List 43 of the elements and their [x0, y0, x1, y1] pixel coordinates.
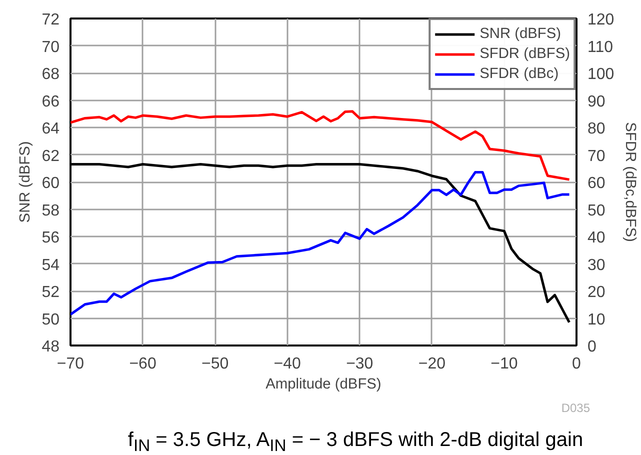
- x-tick-label: −40: [274, 356, 302, 372]
- y2-tick-label: 100: [588, 66, 614, 83]
- y-tick-label: 72: [42, 12, 60, 28]
- y2-tick-label: 30: [588, 256, 606, 274]
- x-tick-label: −20: [418, 356, 446, 372]
- y-tick-label: 54: [42, 256, 60, 274]
- y2-tick-label: 90: [588, 93, 606, 110]
- x-tick-label: −50: [202, 356, 229, 372]
- x-tick-label: 0: [572, 356, 582, 372]
- y2-tick-label: 70: [588, 148, 606, 165]
- x-tick-label: −60: [129, 356, 156, 372]
- y-tick-label: 50: [42, 311, 60, 328]
- y-tick-label: 64: [42, 120, 60, 138]
- y-tick-label: 52: [42, 284, 60, 301]
- y-tick-label: 62: [42, 148, 60, 165]
- y2-tick-label: 80: [588, 120, 606, 138]
- y2-axis-title: SFDR (dBc,dBFS): [622, 122, 638, 242]
- legend-label: SFDR (dBc): [480, 66, 559, 82]
- line-series: [70, 110, 571, 181]
- y-axis-title: SNR (dBFS): [18, 141, 34, 223]
- y2-tick-label: 40: [588, 230, 606, 246]
- y2-tick-label: 110: [588, 38, 614, 56]
- y2-tick-label: 10: [588, 311, 606, 328]
- y-tick-label: 60: [42, 175, 60, 192]
- y2-tick-label: 120: [588, 12, 614, 28]
- text: D035: [560, 400, 590, 417]
- y2-tick-label: 50: [588, 202, 606, 220]
- y2-tick-label: 60: [588, 175, 606, 192]
- y-tick-label: 58: [42, 202, 60, 220]
- y-tick-label: 68: [42, 66, 60, 83]
- legend-label: SNR (dBFS): [480, 26, 562, 42]
- x-tick-label: −70: [56, 356, 84, 372]
- y-tick-label: 70: [42, 38, 60, 56]
- y-tick-label: 48: [42, 338, 60, 356]
- y2-tick-label: 0: [588, 338, 596, 356]
- text: f$_{IN}$ = 3.5 GHz, A$_{IN}$ = − 3 dBFS with 2-dB digital gain: [126, 428, 584, 455]
- y-tick-label: 56: [42, 230, 60, 246]
- legend-label: SFDR (dBFS): [480, 46, 570, 62]
- y-tick-label: 66: [42, 93, 60, 110]
- x-axis-title: Amplitude (dBFS): [266, 376, 382, 392]
- y2-tick-label: 20: [588, 284, 606, 301]
- x-tick-label: −10: [490, 356, 518, 372]
- x-tick-label: −30: [346, 356, 374, 372]
